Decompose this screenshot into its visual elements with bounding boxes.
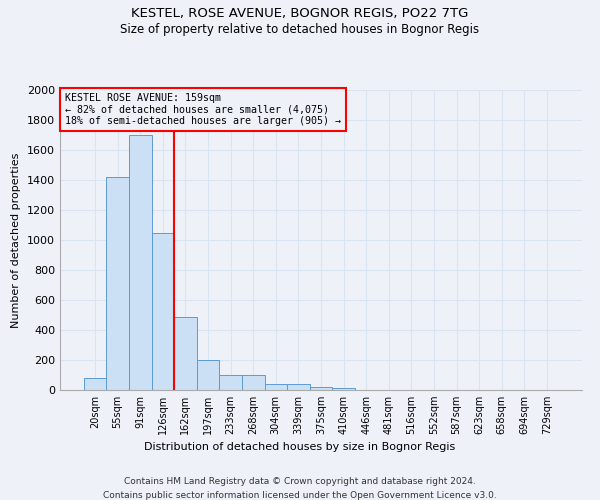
Bar <box>129 135 152 390</box>
Bar <box>332 388 355 390</box>
Bar <box>220 375 242 390</box>
Text: Contains HM Land Registry data © Crown copyright and database right 2024.: Contains HM Land Registry data © Crown c… <box>124 478 476 486</box>
Bar <box>197 360 220 390</box>
Text: Contains public sector information licensed under the Open Government Licence v3: Contains public sector information licen… <box>103 491 497 500</box>
Text: Distribution of detached houses by size in Bognor Regis: Distribution of detached houses by size … <box>145 442 455 452</box>
Bar <box>265 384 287 390</box>
Bar <box>84 378 106 390</box>
Y-axis label: Number of detached properties: Number of detached properties <box>11 152 22 328</box>
Bar <box>152 232 174 390</box>
Bar <box>310 387 332 390</box>
Text: KESTEL, ROSE AVENUE, BOGNOR REGIS, PO22 7TG: KESTEL, ROSE AVENUE, BOGNOR REGIS, PO22 … <box>131 8 469 20</box>
Bar <box>106 177 129 390</box>
Bar <box>287 384 310 390</box>
Bar <box>242 375 265 390</box>
Text: Size of property relative to detached houses in Bognor Regis: Size of property relative to detached ho… <box>121 22 479 36</box>
Bar <box>174 316 197 390</box>
Text: KESTEL ROSE AVENUE: 159sqm
← 82% of detached houses are smaller (4,075)
18% of s: KESTEL ROSE AVENUE: 159sqm ← 82% of deta… <box>65 93 341 126</box>
